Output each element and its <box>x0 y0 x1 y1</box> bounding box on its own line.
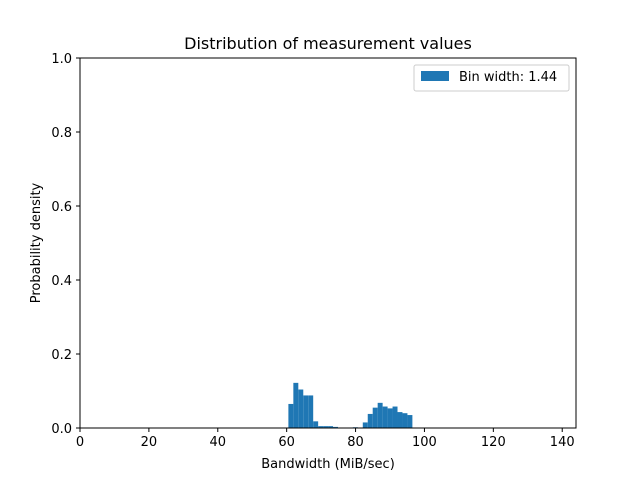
y-tick-label: 0.0 <box>51 422 72 437</box>
histogram-bar <box>323 426 329 428</box>
x-axis-ticks: 0 20 40 60 80 100 120 140 <box>76 428 575 450</box>
y-axis-label: Probability density <box>29 182 44 303</box>
plot-frame <box>79 57 577 429</box>
histogram-bar <box>318 426 324 428</box>
histogram-bar <box>372 407 378 428</box>
histogram-bar <box>397 412 403 428</box>
x-tick-label: 20 <box>141 435 158 450</box>
histogram-bar <box>407 415 413 428</box>
histogram-bar <box>288 403 294 428</box>
histogram-bar <box>382 406 388 428</box>
histogram-bar <box>303 395 309 428</box>
x-tick-label: 120 <box>481 435 506 450</box>
chart-title: Distribution of measurement values <box>184 34 472 53</box>
y-tick-label: 0.4 <box>51 274 72 289</box>
histogram-bar <box>308 395 314 428</box>
y-axis-ticks: 0.0 0.2 0.4 0.6 0.8 1.0 <box>51 52 80 437</box>
legend: Bin width: 1.44 <box>413 64 570 92</box>
histogram-bar <box>293 382 299 428</box>
x-tick-label: 40 <box>210 435 227 450</box>
histogram-bar <box>333 426 338 428</box>
histogram-bar <box>298 389 304 428</box>
y-tick-label: 0.6 <box>51 200 72 215</box>
x-tick-label: 60 <box>278 435 295 450</box>
histogram-bar <box>313 421 319 428</box>
legend-label: Bin width: 1.44 <box>459 70 557 85</box>
bar-group <box>288 382 413 428</box>
x-tick-label: 140 <box>550 435 575 450</box>
x-tick-label: 80 <box>347 435 364 450</box>
y-tick-label: 0.8 <box>51 126 72 141</box>
histogram-bar <box>362 422 368 428</box>
x-tick-label: 100 <box>412 435 437 450</box>
histogram-bar <box>328 426 334 428</box>
histogram-bar <box>377 402 383 428</box>
y-tick-label: 1.0 <box>51 52 72 67</box>
histogram-bar <box>402 413 408 428</box>
histogram-bar <box>367 413 373 428</box>
y-tick-label: 0.2 <box>51 348 72 363</box>
legend-swatch <box>421 71 449 81</box>
histogram-bar <box>392 406 398 428</box>
legend-box <box>413 64 570 92</box>
x-axis-label: Bandwidth (MiB/sec) <box>261 457 395 472</box>
x-tick-label: 0 <box>76 435 84 450</box>
histogram-bar <box>387 408 393 428</box>
